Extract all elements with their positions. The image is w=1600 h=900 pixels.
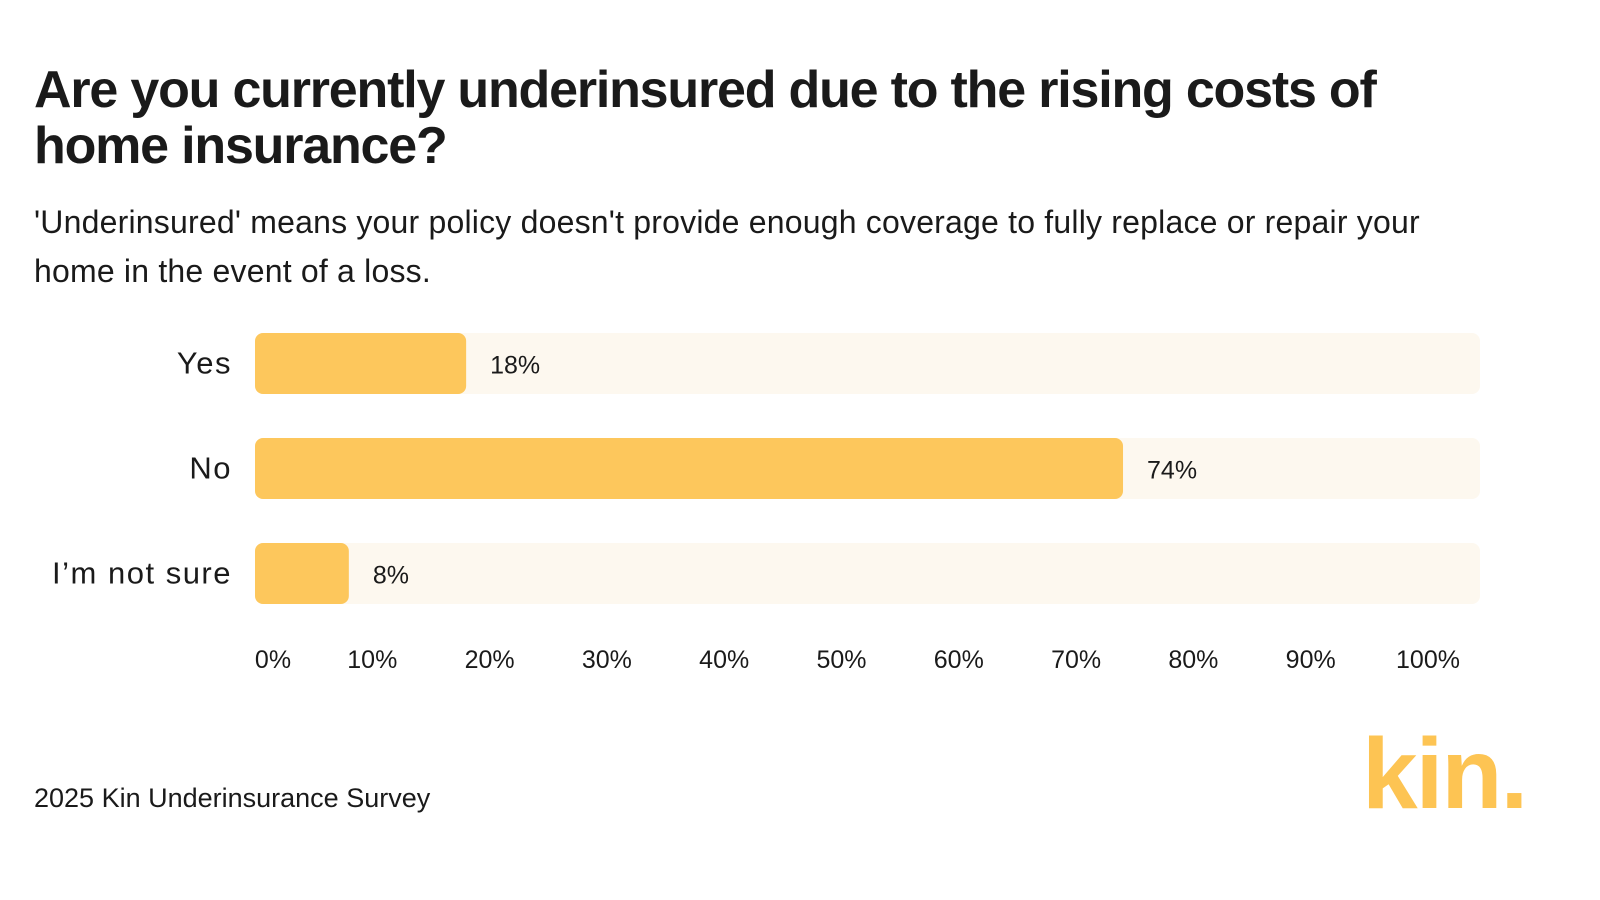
bar	[255, 438, 1124, 499]
x-tick-label: 80%	[1168, 646, 1218, 674]
bar-chart: Yes 18% No 74% I’m not sure 8% 0% 10% 20% 30% 40% 5…	[52, 333, 1480, 674]
x-tick-label: 90%	[1286, 646, 1336, 674]
data-label: 74%	[1147, 457, 1197, 485]
x-tick-label: 10%	[347, 646, 397, 674]
data-label: 8%	[373, 562, 409, 590]
chart-subtitle: 'Underinsured' means your policy doesn't…	[34, 204, 1420, 289]
chart-title: Are you currently underinsured due to th…	[34, 61, 1377, 175]
x-tick-label: 60%	[934, 646, 984, 674]
kin-logo: kin.	[1362, 718, 1528, 830]
data-label: 18%	[490, 352, 540, 380]
x-tick-label: 20%	[465, 646, 515, 674]
category-label: Yes	[177, 346, 232, 381]
x-tick-label: 0%	[255, 646, 291, 674]
bar-track	[255, 333, 1480, 394]
x-tick-label: 50%	[816, 646, 866, 674]
x-tick-label: 70%	[1051, 646, 1101, 674]
category-label: I’m not sure	[52, 556, 232, 591]
x-tick-label: 100%	[1396, 646, 1460, 674]
bar	[255, 333, 467, 394]
bar	[255, 543, 349, 604]
category-label: No	[189, 451, 232, 486]
x-tick-label: 40%	[699, 646, 749, 674]
x-tick-label: 30%	[582, 646, 632, 674]
source-note: 2025 Kin Underinsurance Survey	[34, 783, 431, 813]
bar-track	[255, 543, 1480, 604]
